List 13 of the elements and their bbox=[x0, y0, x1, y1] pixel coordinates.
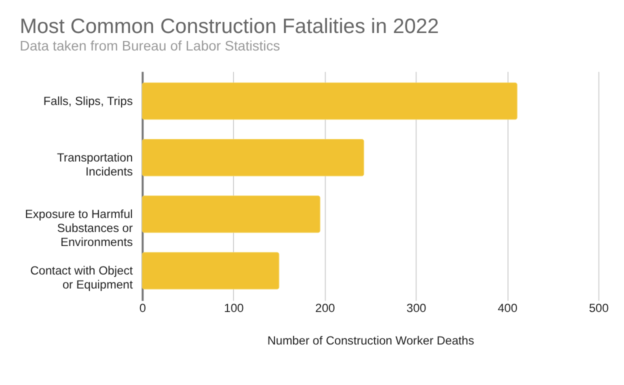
x-tick-label: 500 bbox=[588, 300, 610, 315]
x-tick-label: 0 bbox=[139, 300, 146, 315]
x-axis-title: Number of Construction Worker Deaths bbox=[267, 333, 474, 348]
y-tick-label: Falls, Slips, Trips bbox=[43, 94, 133, 108]
y-tick-label: Exposure to Harmful Substances or Environments bbox=[24, 207, 133, 249]
chart-title: Most Common Construction Fatalities in 2022 bbox=[20, 14, 439, 38]
x-tick-label: 400 bbox=[498, 300, 518, 315]
y-tick-label: Transportation Incidents bbox=[56, 150, 133, 178]
x-tick-label: 300 bbox=[406, 300, 427, 315]
chart-subtitle: Data taken from Bureau of Labor Statistics bbox=[20, 38, 280, 54]
y-tick-label: Contact with Object or Equipment bbox=[30, 264, 134, 292]
x-tick-label: 100 bbox=[224, 300, 244, 315]
x-tick-label: 200 bbox=[315, 300, 336, 315]
